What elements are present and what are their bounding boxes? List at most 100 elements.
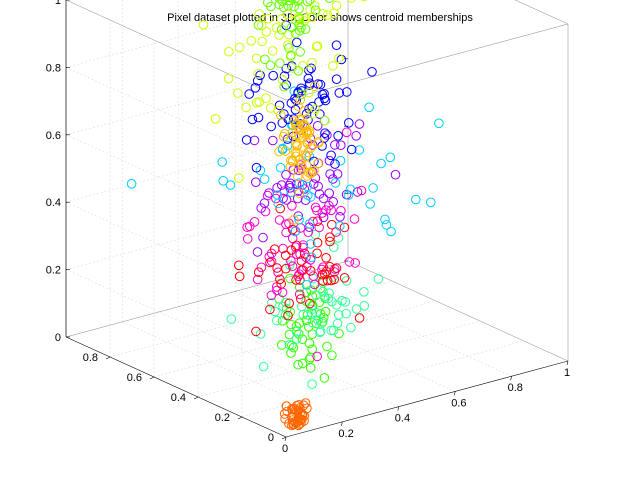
data-point	[251, 97, 262, 108]
data-point	[266, 290, 277, 301]
y-tick-mark	[281, 436, 287, 440]
data-point	[304, 219, 315, 229]
data-point	[329, 274, 340, 285]
data-point	[307, 379, 317, 390]
data-point	[226, 314, 237, 324]
data-point	[279, 409, 290, 419]
data-point	[284, 180, 295, 191]
chart-title: Pixel dataset plotted in 3D. Color shows…	[167, 12, 473, 24]
box-edge	[514, 0, 569, 25]
data-point	[287, 261, 298, 272]
data-point	[287, 127, 298, 138]
data-point	[274, 215, 285, 225]
x-tick-mark	[397, 406, 400, 411]
data-point	[296, 265, 307, 276]
data-point	[343, 190, 354, 200]
grid-line	[109, 280, 393, 358]
data-point	[324, 155, 335, 166]
data-point	[306, 192, 316, 202]
data-point	[251, 162, 262, 173]
data-point	[259, 198, 270, 208]
data-point	[252, 274, 263, 285]
data-point	[283, 0, 291, 2]
data-point	[258, 361, 269, 372]
z-tick-label: 1	[55, 0, 61, 7]
grid-line	[65, 269, 287, 370]
data-point	[288, 419, 299, 429]
data-point	[225, 180, 236, 190]
grid-line	[65, 0, 318, 68]
data-point	[249, 135, 260, 146]
data-point	[319, 373, 330, 383]
data-point	[327, 350, 337, 361]
data-point	[322, 10, 333, 20]
grid-line	[65, 193, 349, 270]
data-point	[304, 222, 315, 232]
data-point	[307, 57, 317, 68]
data-point	[339, 273, 350, 283]
data-point	[126, 179, 137, 189]
data-point	[307, 317, 318, 328]
data-point	[294, 188, 305, 198]
data-point	[325, 236, 335, 247]
data-point	[281, 170, 291, 180]
data-point	[265, 60, 276, 71]
data-point	[266, 256, 277, 267]
data-point	[247, 114, 258, 125]
x-tick-mark	[510, 376, 512, 381]
data-point	[305, 298, 315, 309]
grid-line	[122, 321, 343, 423]
data-point	[276, 24, 287, 35]
data-point	[327, 219, 337, 230]
data-point	[277, 74, 288, 85]
data-point	[320, 306, 331, 317]
data-point	[292, 140, 302, 150]
data-point	[293, 359, 303, 370]
data-point	[300, 24, 311, 35]
data-point	[295, 160, 306, 170]
data-point	[272, 315, 282, 326]
data-point	[330, 178, 341, 188]
data-point	[303, 167, 314, 178]
data-point	[318, 193, 329, 204]
data-point	[373, 274, 384, 284]
data-point	[267, 298, 277, 308]
data-point	[312, 41, 323, 51]
y-tick-mark	[149, 376, 155, 380]
data-point	[297, 334, 308, 345]
grid-line	[65, 58, 349, 136]
data-point	[271, 23, 282, 33]
data-point	[301, 160, 312, 170]
grid-line	[65, 134, 287, 236]
data-point	[287, 63, 298, 73]
data-point	[335, 155, 346, 166]
data-point	[321, 252, 331, 263]
data-point	[295, 95, 306, 105]
data-point	[286, 22, 297, 33]
data-point	[322, 275, 333, 286]
data-point	[309, 81, 320, 92]
data-point	[303, 73, 314, 84]
data-point	[385, 152, 396, 163]
data-point	[275, 274, 285, 285]
data-point	[305, 0, 315, 5]
data-point	[318, 212, 329, 223]
data-point	[313, 138, 324, 148]
data-point	[307, 140, 318, 150]
data-point	[376, 158, 386, 169]
data-point	[294, 329, 304, 339]
x-tick-mark	[284, 436, 287, 442]
data-point	[434, 118, 444, 129]
data-point	[344, 257, 355, 267]
y-tick-label: 0.6	[127, 372, 142, 384]
data-point	[272, 285, 282, 296]
data-point	[246, 36, 257, 46]
data-point	[295, 275, 305, 285]
data-point	[253, 69, 263, 79]
data-point	[315, 326, 326, 337]
data-point	[277, 316, 288, 326]
data-point	[260, 54, 270, 65]
data-point	[368, 183, 378, 193]
data-point	[296, 294, 306, 304]
data-point	[234, 173, 244, 183]
